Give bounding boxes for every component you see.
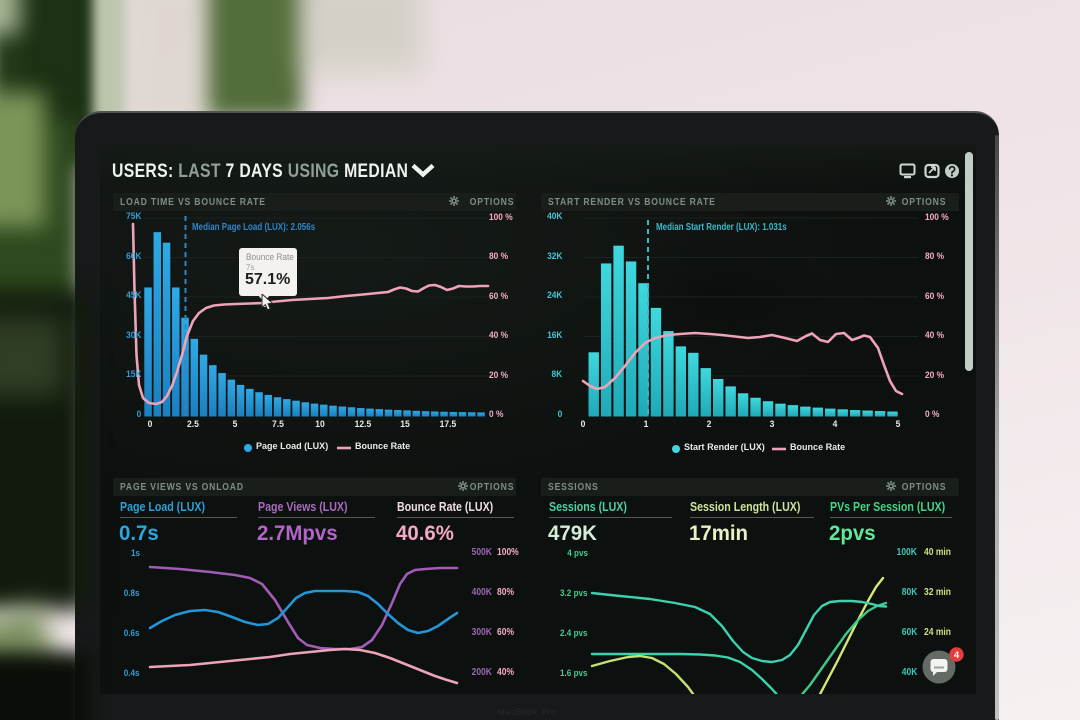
svg-text:4: 4	[954, 650, 960, 661]
